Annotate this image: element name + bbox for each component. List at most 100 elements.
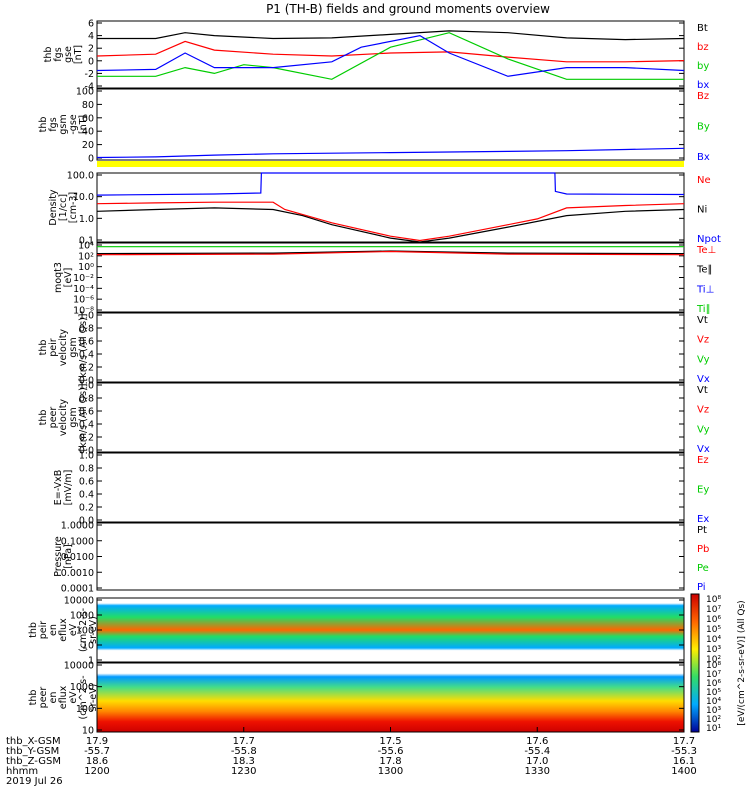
x-tick-label: -55.6	[378, 746, 404, 757]
x-tick-label: 18.6	[86, 756, 108, 767]
y-axis-label: fgs	[53, 47, 64, 61]
y-tick-label: 0.1000	[61, 536, 94, 547]
y-axis-label: Pressure	[53, 536, 64, 577]
legend-entry: Pe	[697, 563, 709, 574]
series-line	[97, 30, 685, 41]
y-tick-label: 0.0	[79, 446, 94, 457]
legend-entry: bz	[697, 42, 709, 53]
legend-entry: Vy	[697, 354, 710, 365]
y-tick-label: 10	[82, 726, 94, 737]
x-tick-label: 1400	[671, 766, 696, 777]
panel-peer_spectrogram: 10000 1000 100 10 thb peer en eflux eV (cm^2-s-sr…	[28, 661, 685, 737]
x-tick-label: 1200	[84, 766, 109, 777]
legend-entry: Pb	[697, 544, 709, 555]
x-row-label: thb_Y-GSM	[6, 746, 59, 757]
x-tick-label: 16.1	[673, 756, 695, 767]
y-tick-label: 0.0100	[61, 552, 94, 563]
panel-frame	[96, 88, 685, 161]
colorbar-tick: 10³	[706, 706, 721, 716]
legend-entry: Ne	[697, 175, 711, 186]
colorbar-tick: 10²	[706, 715, 721, 725]
y-axis-label: [km/s (All Qs)]	[78, 384, 89, 452]
x-tick-label: 17.7	[673, 736, 695, 747]
colorbar-tick: 10⁸	[706, 595, 721, 605]
x-tick-label: -55.4	[524, 746, 550, 757]
y-axis-label: [eV]	[63, 268, 74, 288]
y-axis-label: -gse	[68, 114, 79, 134]
panel-frame	[96, 452, 685, 523]
colorbar-tick: 10⁶	[706, 679, 721, 689]
y-axis-label: en	[48, 692, 59, 704]
legend-entry: by	[697, 61, 709, 72]
y-axis-label: fgs	[48, 117, 59, 131]
x-tick-label: 1330	[525, 766, 550, 777]
legend-entry: Ti∥	[696, 304, 711, 315]
legend-entry: Vx	[697, 444, 710, 455]
y-tick-label: 1.0	[79, 214, 94, 225]
legend-entry: Ey	[697, 485, 709, 496]
y-axis-label: peir	[48, 338, 59, 357]
colorbar-tick: 10⁴	[706, 697, 721, 707]
series-line	[96, 34, 685, 77]
colorbar-strip	[690, 593, 700, 733]
y-axis-label: sr-eV)	[88, 616, 99, 644]
y-tick-label: 0.8	[79, 464, 94, 475]
y-axis-label: thb	[28, 622, 39, 638]
x-tick-label: 17.9	[86, 736, 108, 747]
y-axis-label: thb	[43, 47, 54, 63]
panel-peir_spectrogram: 10000 1000 100 10 1 thb peir en eflux eV (cm^2-s-s…	[28, 596, 685, 667]
y-axis-label: velocity	[58, 329, 69, 367]
x-tick-label: -55.7	[84, 746, 110, 757]
legend-entry: Bt	[697, 23, 708, 34]
x-tick-label: 18.3	[233, 756, 255, 767]
y-axis-label: Density	[48, 189, 59, 225]
y-tick-label: 10⁻⁴	[73, 284, 94, 295]
colorbar-tick: 10⁴	[706, 635, 721, 645]
y-tick-label: 100	[76, 626, 94, 637]
legend-entry: Vz	[697, 335, 709, 346]
x-row-label: thb_X-GSM	[6, 736, 61, 747]
colorbar-tick: 10⁵	[706, 688, 721, 698]
legend-entry: Pt	[697, 525, 707, 536]
panel-frame	[96, 312, 685, 383]
y-tick-label: 80	[82, 100, 94, 111]
legend-entry: By	[697, 122, 710, 133]
y-tick-label: 0.6	[79, 407, 94, 418]
panel-density: 100.0 10.0 1.0 0.1 Density [1/cc] [cm-3] Ne Ni Np…	[48, 171, 721, 247]
y-axis-label: thb	[38, 340, 49, 356]
panel-frame	[96, 382, 685, 453]
y-axis-label: gsm	[58, 114, 69, 134]
y-axis-label: sr-eV)	[88, 684, 99, 712]
y-tick-label: 1.0	[79, 451, 94, 462]
legend-entry: Te⊥	[696, 245, 716, 256]
legend-entry: Ez	[697, 455, 709, 466]
y-axis-label: (cm^2-s-	[78, 608, 89, 652]
x-tick-label: 17.6	[526, 736, 548, 747]
y-tick-label: 1000	[70, 682, 94, 693]
heatmap-fill	[97, 598, 684, 662]
y-tick-label: 10⁻²	[73, 273, 94, 284]
y-axis-label: [cm-3]	[68, 192, 79, 223]
x-row-label: thb_Z-GSM	[6, 756, 61, 767]
y-tick-label: 60	[82, 113, 94, 124]
y-axis-label: peer	[48, 407, 59, 429]
legend-entry: Vy	[697, 424, 710, 435]
y-axis-label: [nPa]	[63, 544, 74, 569]
legend-entry: Vz	[697, 405, 709, 416]
y-axis-label: gsm	[68, 337, 79, 357]
x-tick-label: 17.8	[379, 756, 401, 767]
panel-fgs_gse: 64 20 -2 -4 thb fgs gse [nT] Bt bz by bx	[43, 19, 709, 93]
x-tick-label: 1230	[231, 766, 256, 777]
y-tick-label: 0.6	[79, 337, 94, 348]
colorbar-tick: 10⁶	[706, 615, 721, 625]
series-line	[96, 172, 685, 196]
legend-entry: Ni	[697, 205, 707, 216]
y-tick-label: 0.2	[79, 363, 94, 374]
x-tick-label: 17.7	[233, 736, 255, 747]
y-tick-label: 0.8	[79, 324, 94, 335]
y-tick-label: 0.0001	[61, 584, 94, 595]
y-axis-label: [nT]	[73, 45, 84, 64]
y-tick-label: 10.0	[73, 192, 94, 203]
